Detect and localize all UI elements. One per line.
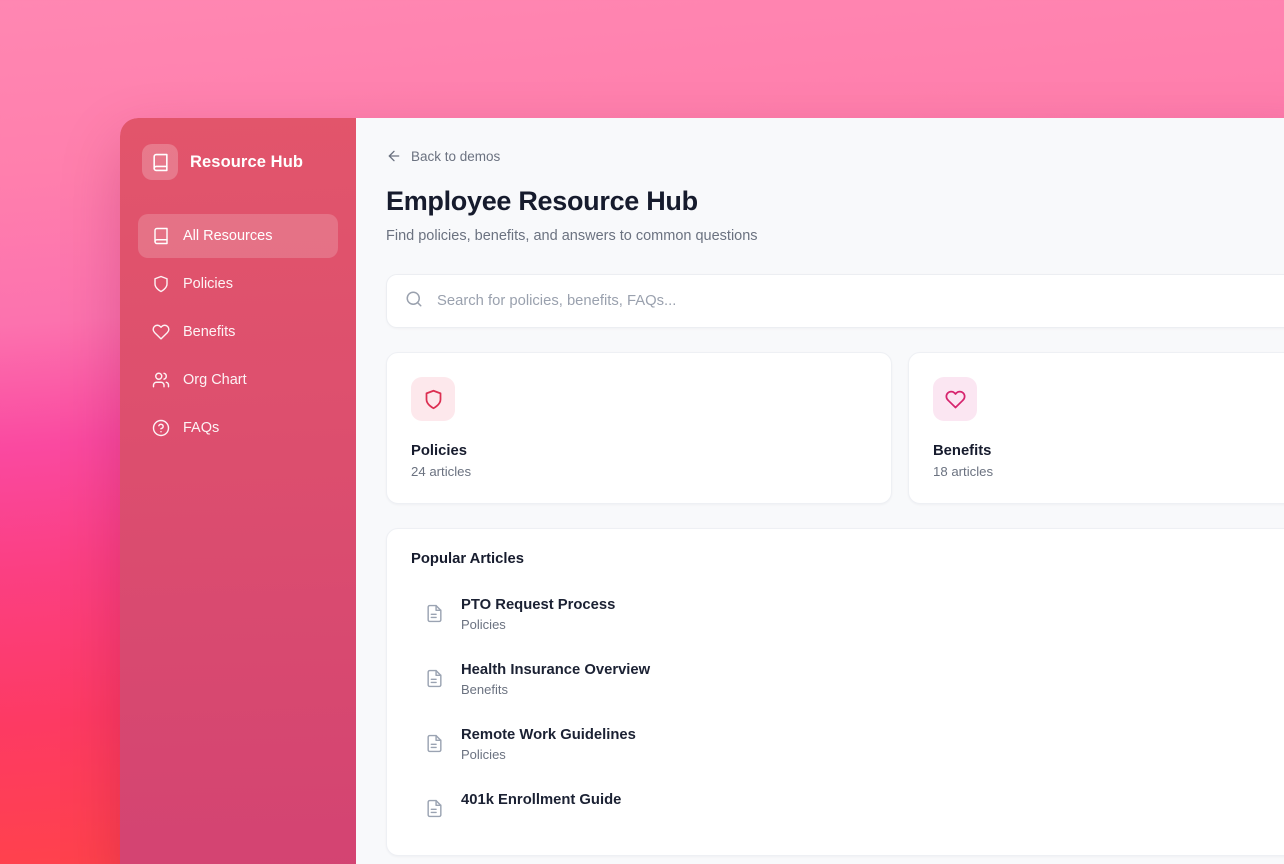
category-name: Policies [411,443,467,459]
shield-icon-tile [411,377,455,421]
sidebar-item-benefits[interactable]: Benefits [138,310,338,354]
sidebar-item-all-resources[interactable]: All Resources [138,214,338,258]
category-name: Benefits [933,443,992,459]
sidebar: Resource Hub All Resources Poli [120,118,356,864]
arrow-left-icon [386,148,402,164]
sidebar-item-label: Policies [183,276,233,292]
category-card-row: Policies 24 articles Benefits 18 article… [386,352,1284,504]
category-count: 24 articles [411,464,472,479]
users-icon [152,371,170,389]
panel-title: Popular Articles [411,551,524,567]
article-row[interactable]: PTO Request Process Policies [411,589,1284,654]
back-link-label: Back to demos [411,148,501,164]
sidebar-item-policies[interactable]: Policies [138,262,338,306]
brand-title: Resource Hub [190,152,304,171]
article-row[interactable]: Remote Work Guidelines Policies [411,719,1284,784]
book-icon [152,227,170,245]
document-icon [425,669,445,693]
article-row[interactable]: Health Insurance Overview Benefits [411,654,1284,719]
article-category: Policies [461,617,506,632]
category-card-policies[interactable]: Policies 24 articles [386,352,892,504]
sidebar-item-label: Org Chart [183,372,247,388]
search-input[interactable] [437,275,1284,327]
sidebar-item-org-chart[interactable]: Org Chart [138,358,338,402]
document-icon [425,799,445,823]
book-icon [142,144,178,180]
document-icon [425,604,445,628]
sidebar-item-label: FAQs [183,420,220,436]
category-card-benefits[interactable]: Benefits 18 articles [908,352,1284,504]
shield-icon [152,275,170,293]
help-circle-icon [152,419,170,437]
article-title: Remote Work Guidelines [461,727,636,743]
brand: Resource Hub [138,140,338,180]
app-window: Resource Hub All Resources Poli [120,118,1284,864]
sidebar-item-faqs[interactable]: FAQs [138,406,338,450]
heart-icon-tile [933,377,977,421]
article-row[interactable]: 401k Enrollment Guide [411,784,1284,845]
main-content: Back to demos Employee Resource Hub Find… [356,118,1284,864]
sidebar-item-label: All Resources [183,228,273,244]
article-title: Health Insurance Overview [461,662,651,678]
page-title: Employee Resource Hub [386,186,698,216]
article-title: PTO Request Process [461,597,616,613]
popular-articles-panel: Popular Articles PTO Request Process Pol… [386,528,1284,856]
article-category: Benefits [461,682,508,697]
search-icon [405,290,423,313]
back-to-demos-link[interactable]: Back to demos [386,148,500,164]
article-category: Policies [461,747,506,762]
sidebar-nav: All Resources Policies Benefits [138,214,338,450]
page-subtitle: Find policies, benefits, and answers to … [386,228,758,244]
document-icon [425,734,445,758]
sidebar-item-label: Benefits [183,324,236,340]
category-count: 18 articles [933,464,994,479]
article-title: 401k Enrollment Guide [461,792,622,808]
heart-icon [152,323,170,341]
search-box[interactable] [386,274,1284,328]
